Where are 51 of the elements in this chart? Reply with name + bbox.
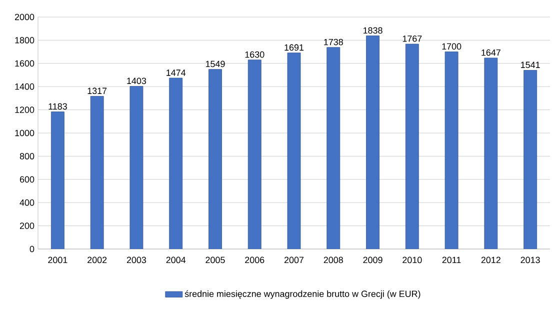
bar [287, 52, 301, 249]
y-tick-label: 1600 [15, 60, 34, 67]
x-tick-label: 2006 [245, 256, 264, 264]
y-tick-label: 600 [20, 176, 34, 183]
y-tick-label: 1800 [15, 37, 34, 44]
x-tick-label: 2004 [166, 256, 186, 264]
y-tick-label: 400 [20, 199, 34, 206]
y-tick-label: 200 [20, 222, 34, 229]
bar [50, 112, 64, 249]
x-tick-label: 2013 [520, 256, 540, 264]
x-tick-label: 2010 [402, 256, 422, 264]
bar [405, 44, 419, 249]
bar [366, 36, 380, 249]
bar [444, 52, 458, 249]
data-label: 1549 [206, 60, 225, 68]
bar [484, 58, 498, 249]
data-label: 1541 [521, 62, 540, 68]
x-tick-label: 2012 [481, 256, 500, 264]
y-tick-label: 1000 [15, 130, 34, 136]
bar [524, 70, 538, 249]
data-label: 1317 [88, 88, 107, 94]
bar [208, 69, 222, 249]
y-tick-label: 2000 [14, 14, 34, 20]
legend-label: średnie miesięczne wynagrodzenie brutto w Grecji (w EUR) [184, 290, 420, 299]
data-label: 1630 [245, 51, 264, 58]
y-tick-label: 800 [20, 153, 34, 160]
data-label: 1738 [324, 38, 343, 46]
bar [248, 60, 262, 249]
x-tick-label: 2003 [126, 256, 146, 264]
data-label: 1647 [482, 49, 500, 56]
data-label: 1767 [402, 35, 422, 42]
x-tick-label: 2008 [324, 256, 343, 264]
bar [326, 47, 340, 249]
y-tick-label: 1400 [15, 83, 34, 90]
x-tick-label: 2007 [284, 256, 304, 264]
data-label: 1838 [363, 27, 382, 34]
data-label: 1403 [127, 78, 146, 84]
bar [169, 78, 183, 249]
bar [130, 86, 144, 249]
data-label: 1474 [166, 70, 186, 76]
data-label: 1700 [442, 43, 462, 50]
bar [90, 96, 104, 249]
data-label: 1183 [48, 103, 67, 110]
x-tick-label: 2001 [48, 256, 68, 264]
y-tick-label: 0 [30, 246, 34, 252]
data-label: 1691 [284, 44, 304, 51]
x-tick-label: 2011 [442, 256, 461, 264]
x-tick-label: 2009 [363, 256, 382, 264]
y-tick-label: 1200 [15, 106, 34, 113]
x-tick-label: 2002 [88, 256, 107, 264]
x-tick-label: 2005 [206, 256, 225, 264]
